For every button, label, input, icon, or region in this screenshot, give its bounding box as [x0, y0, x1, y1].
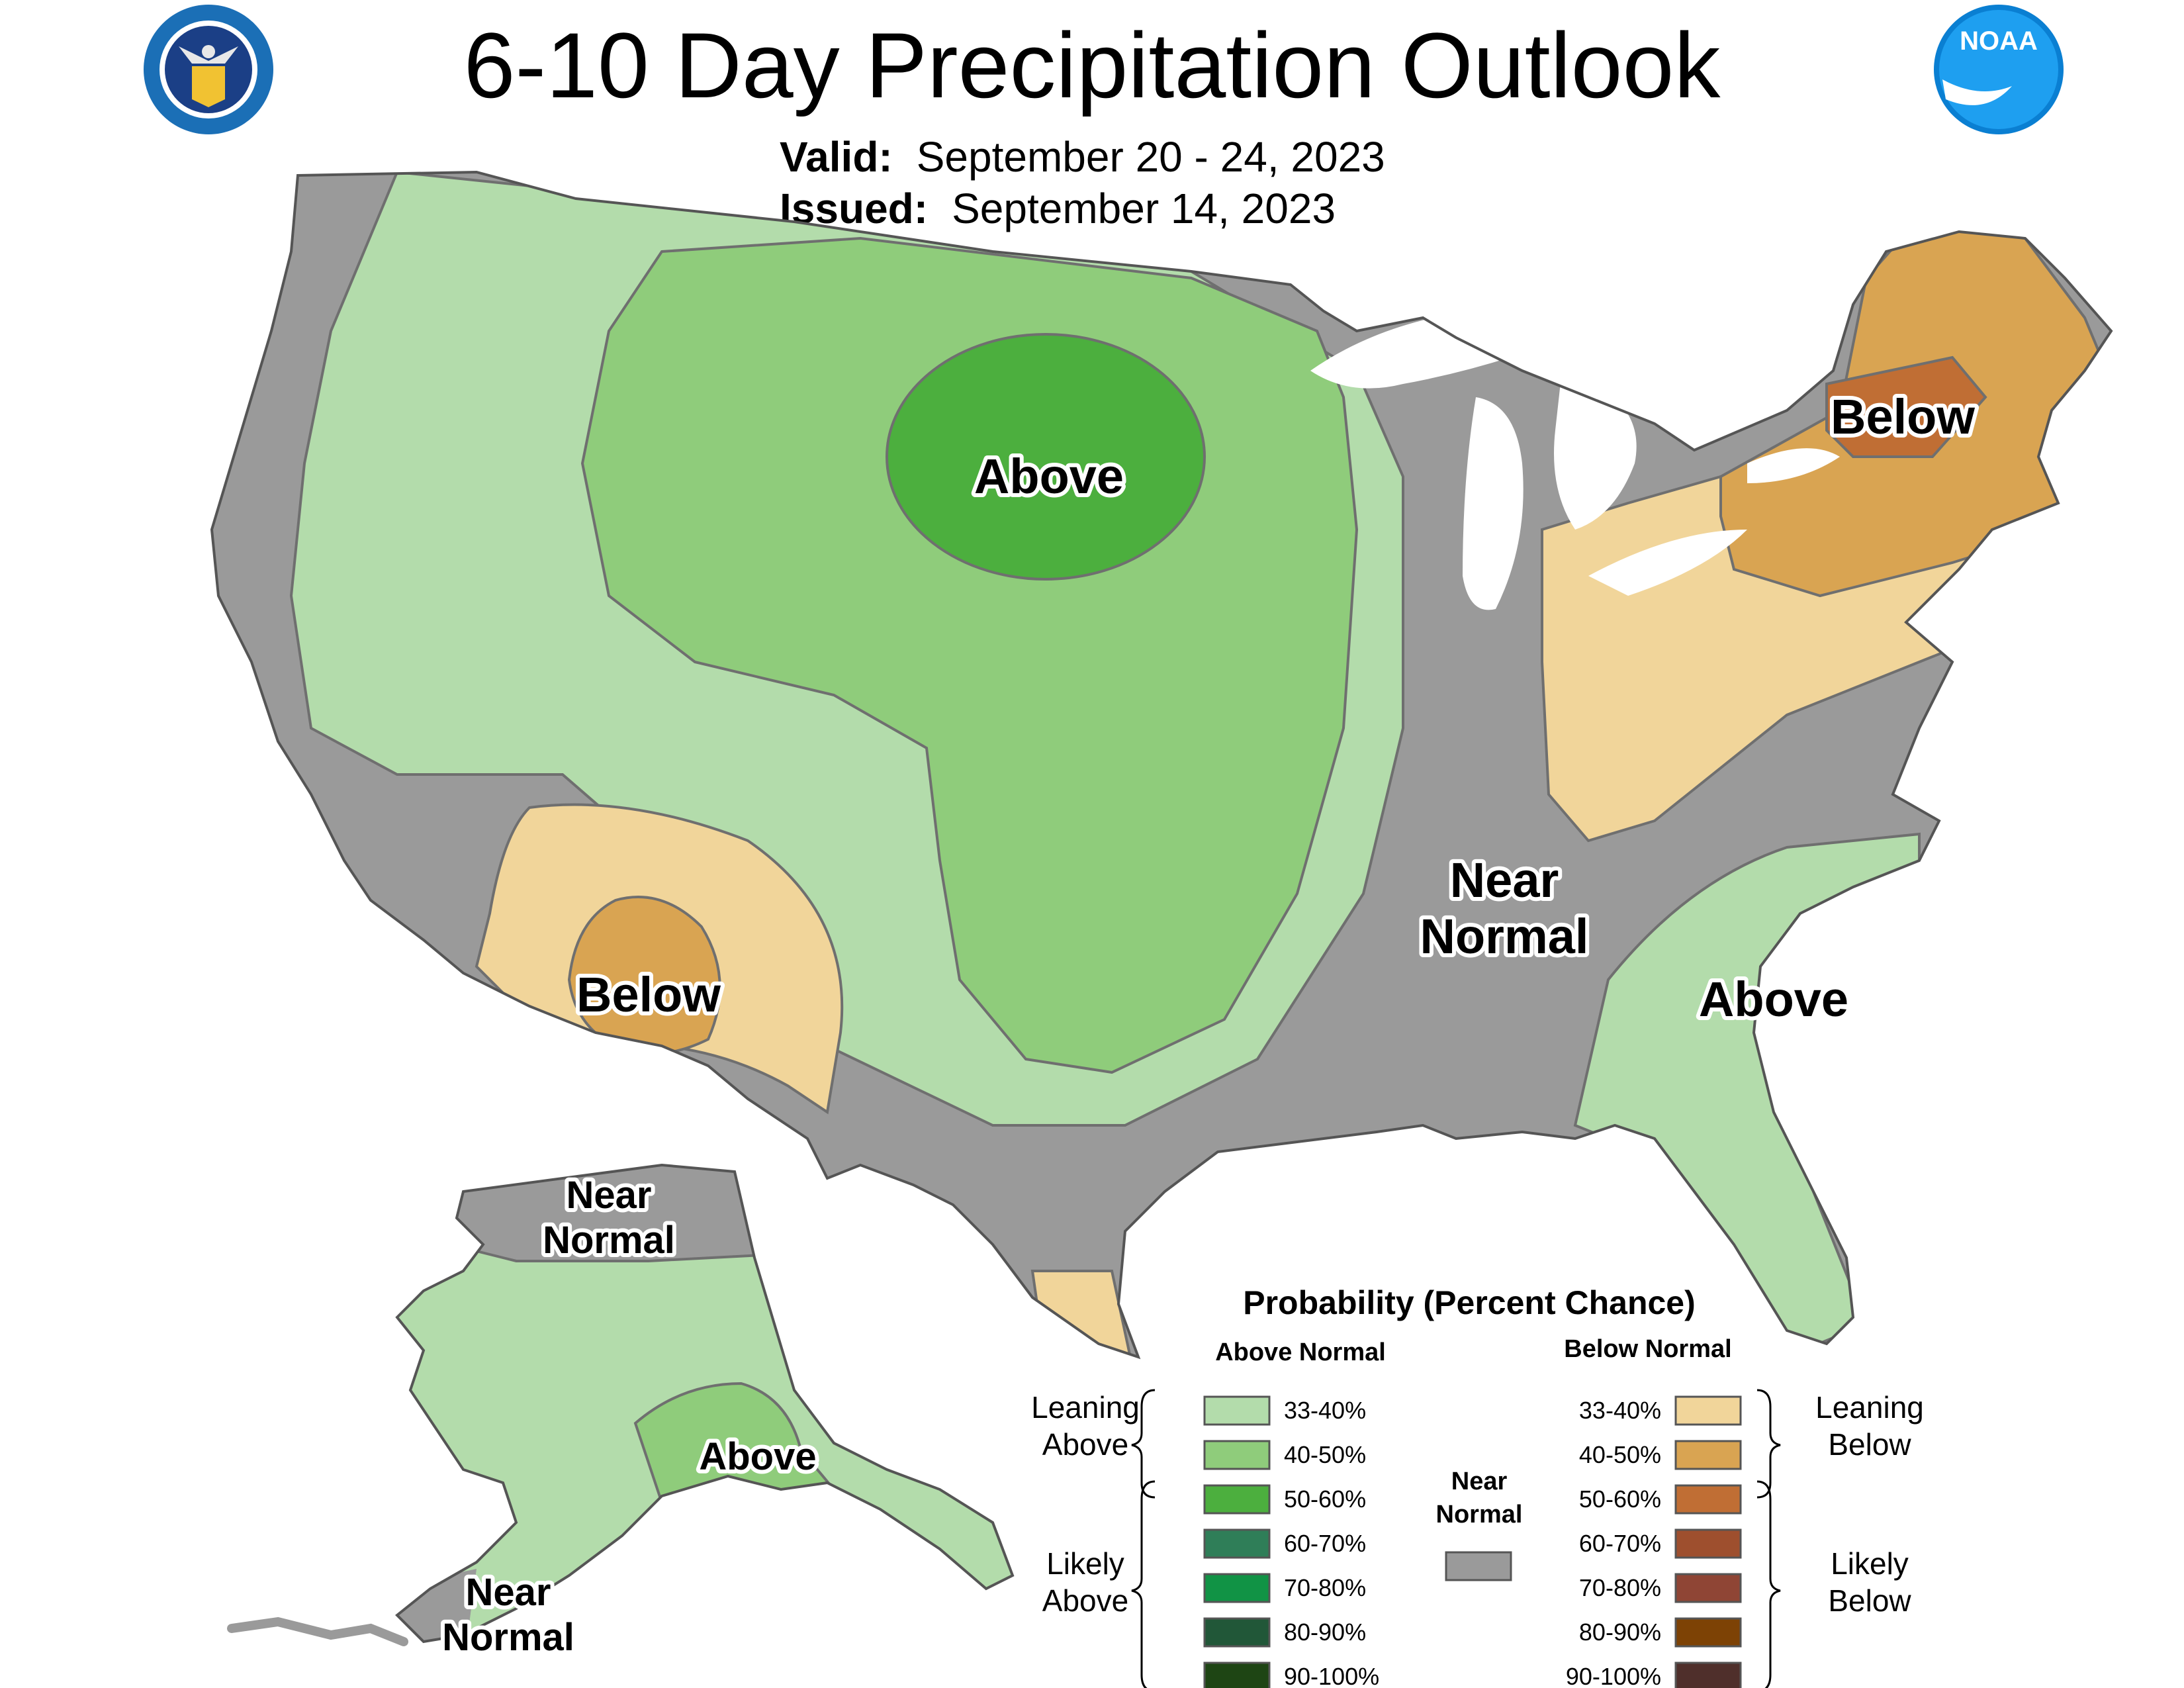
conus-outline [210, 170, 2113, 1360]
valid-dates: September 20 - 24, 2023 [916, 133, 1385, 181]
legend-above-swatch-4 [1203, 1573, 1271, 1603]
noaa-logo-text: NOAA [1960, 26, 2038, 56]
department-of-commerce-seal-icon [144, 5, 273, 134]
legend-above-range-2: 50-60% [1284, 1485, 1366, 1513]
legend-above-swatch-0 [1203, 1395, 1271, 1426]
label-ak-near-south-line1: Near [466, 1571, 551, 1614]
valid-label: Valid: [780, 133, 893, 181]
legend-likely-below-line1: Likely [1831, 1546, 1909, 1581]
legend-below-swatch-6 [1674, 1662, 1742, 1688]
legend-leaning-below-line2: Below [1828, 1427, 1911, 1462]
conus-map [212, 172, 2111, 1357]
noaa-logo-icon: NOAA [1934, 5, 2064, 134]
legend-above-swatch-1 [1203, 1440, 1271, 1470]
label-ak-near-north-line2: Normal [543, 1219, 675, 1262]
legend-above-swatch-3 [1203, 1528, 1271, 1559]
legend-above-swatch-2 [1203, 1484, 1271, 1515]
legend-below-swatch-4 [1674, 1573, 1742, 1603]
label-ak-near-north-line1: Near [567, 1174, 652, 1217]
below-50-60-northeast [1825, 355, 1987, 458]
legend-leaning-above-line2: Above [1042, 1427, 1128, 1462]
valid-row: Valid: September 20 - 24, 2023 [780, 132, 1385, 181]
legend-likely-above-line1: Likely [1046, 1546, 1124, 1581]
legend-below-range-3: 60-70% [1579, 1530, 1661, 1557]
legend-above-swatch-5 [1203, 1617, 1271, 1648]
legend-below-items: 33-40% 40-50% 50-60% 60-70% 70-80% 80-90% 90-1… [1566, 1395, 1742, 1688]
ak-above-40-50 [633, 1382, 837, 1505]
legend-above-range-5: 80-90% [1284, 1618, 1366, 1646]
brace-likely-above [1131, 1480, 1156, 1688]
legend-near-header-line1: Near [1451, 1468, 1508, 1495]
label-above-southeast: Above [1699, 972, 1848, 1027]
legend-below-header: Below Normal [1564, 1335, 1731, 1363]
label-near-normal-east-line2: Normal [1420, 909, 1589, 964]
legend-below-range-5: 80-90% [1579, 1618, 1661, 1646]
legend-above-range-0: 33-40% [1284, 1397, 1366, 1424]
brace-likely-below [1756, 1480, 1781, 1688]
lake-huron [1554, 371, 1637, 530]
alaska-outline [395, 1163, 1015, 1644]
lake-ontario [1747, 448, 1840, 483]
legend-below-range-6: 90-100% [1566, 1663, 1661, 1688]
legend-near-header-line2: Normal [1436, 1501, 1523, 1528]
legend-below-swatch-2 [1674, 1484, 1742, 1515]
aleutian-islands [227, 1617, 408, 1646]
lake-michigan [1463, 397, 1524, 610]
label-below-southwest: Below [576, 967, 721, 1022]
page-title: 6-10 Day Precipitation Outlook [463, 13, 1721, 117]
legend: Probability (Percent Chance) Above Norma… [1031, 1284, 1924, 1688]
legend-below-range-1: 40-50% [1579, 1441, 1661, 1468]
above-50-60-core [886, 333, 1206, 581]
label-near-normal-east-line1: Near [1450, 853, 1559, 908]
legend-below-swatch-0 [1674, 1395, 1742, 1426]
label-above-plains: Above [974, 449, 1124, 504]
legend-above-range-6: 90-100% [1284, 1663, 1379, 1688]
label-ak-near-south-line2: Normal [442, 1616, 574, 1659]
label-ak-above: Above [699, 1435, 816, 1478]
lake-erie [1588, 530, 1747, 596]
legend-likely-above-line2: Above [1042, 1583, 1128, 1618]
issued-date: September 14, 2023 [952, 185, 1336, 232]
legend-below-range-4: 70-80% [1579, 1574, 1661, 1601]
legend-above-range-4: 70-80% [1284, 1574, 1366, 1601]
legend-near-normal-swatch [1445, 1551, 1512, 1581]
legend-above-range-3: 60-70% [1284, 1530, 1366, 1557]
legend-above-items: 33-40% 40-50% 50-60% 60-70% 70-80% 80-90% 90-1… [1203, 1395, 1379, 1688]
legend-below-swatch-5 [1674, 1617, 1742, 1648]
legend-below-swatch-1 [1674, 1440, 1742, 1470]
legend-below-swatch-3 [1674, 1528, 1742, 1559]
legend-leaning-above-line1: Leaning [1031, 1390, 1140, 1425]
legend-above-range-1: 40-50% [1284, 1441, 1366, 1468]
legend-above-header: Above Normal [1215, 1338, 1386, 1366]
legend-leaning-below-line1: Leaning [1815, 1390, 1924, 1425]
label-below-northeast: Below [1831, 389, 1975, 444]
legend-above-swatch-6 [1203, 1662, 1271, 1688]
legend-below-range-2: 50-60% [1579, 1485, 1661, 1513]
legend-below-range-0: 33-40% [1579, 1397, 1661, 1424]
legend-title: Probability (Percent Chance) [1243, 1284, 1696, 1321]
legend-likely-below-line2: Below [1828, 1583, 1911, 1618]
